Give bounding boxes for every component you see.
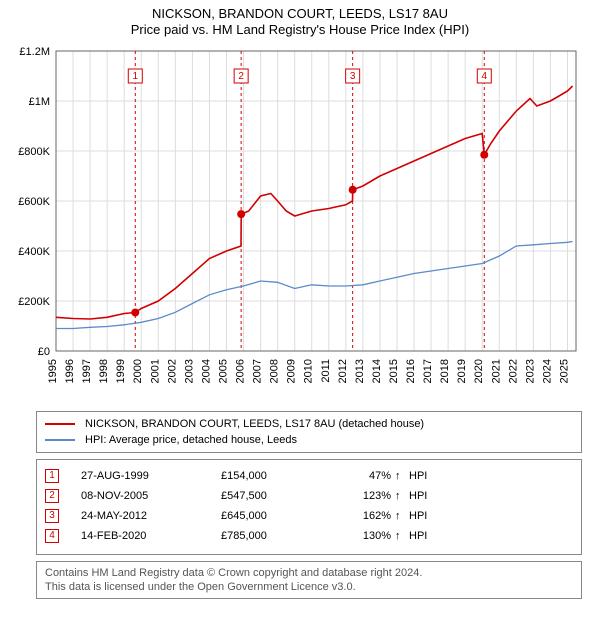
y-tick-label: £200K [18, 296, 50, 308]
row-hpi-label: HPI [409, 470, 427, 482]
legend-swatch [45, 439, 75, 441]
x-tick-label: 2014 [371, 359, 383, 383]
sale-point [349, 185, 357, 193]
x-tick-label: 2022 [507, 359, 519, 383]
attribution: Contains HM Land Registry data © Crown c… [36, 561, 582, 600]
x-tick-label: 2010 [303, 359, 315, 383]
title-line-1: NICKSON, BRANDON COURT, LEEDS, LS17 8AU [0, 6, 600, 22]
row-pct: 47% [331, 470, 395, 482]
row-marker: 4 [45, 529, 59, 543]
x-tick-label: 2018 [439, 359, 451, 383]
x-tick-label: 1997 [81, 359, 93, 383]
y-tick-label: £1M [29, 96, 50, 108]
x-tick-label: 2025 [558, 359, 570, 383]
x-tick-label: 2004 [200, 359, 212, 383]
x-tick-label: 2013 [354, 359, 366, 383]
title-line-2: Price paid vs. HM Land Registry's House … [0, 22, 600, 38]
up-arrow-icon: ↑ [395, 470, 409, 482]
x-tick-label: 1999 [115, 359, 127, 383]
x-tick-label: 2016 [405, 359, 417, 383]
attribution-line-1: Contains HM Land Registry data © Crown c… [45, 566, 573, 580]
table-row: 4 14-FEB-2020£785,000130%↑HPI [45, 526, 573, 546]
marker-number: 1 [132, 71, 138, 82]
x-tick-label: 2009 [286, 359, 298, 383]
x-tick-label: 2020 [473, 359, 485, 383]
y-tick-label: £1.2M [19, 46, 50, 58]
x-tick-label: 2002 [166, 359, 178, 383]
y-tick-label: £0 [38, 346, 50, 358]
x-tick-label: 2007 [252, 359, 264, 383]
legend: NICKSON, BRANDON COURT, LEEDS, LS17 8AU … [36, 411, 582, 453]
sales-table: 127-AUG-1999£154,00047%↑HPI208-NOV-2005£… [36, 459, 582, 555]
table-row: 1 27-AUG-1999£154,00047%↑HPI [45, 466, 573, 486]
up-arrow-icon: ↑ [395, 490, 409, 502]
x-tick-label: 2001 [149, 359, 161, 383]
x-tick-label: 2005 [217, 359, 229, 383]
row-hpi-label: HPI [409, 490, 427, 502]
legend-item: HPI: Average price, detached house, Leed… [45, 432, 573, 448]
attribution-line-2: This data is licensed under the Open Gov… [45, 580, 573, 594]
table-row: 3 24-MAY-2012£645,000162%↑HPI [45, 506, 573, 526]
legend-label: HPI: Average price, detached house, Leed… [85, 434, 297, 446]
sale-point [480, 150, 488, 158]
x-tick-label: 2008 [269, 359, 281, 383]
x-tick-label: 2011 [320, 359, 332, 383]
x-tick-label: 1996 [64, 359, 76, 383]
sale-point [237, 210, 245, 218]
row-price: £154,000 [221, 470, 331, 482]
up-arrow-icon: ↑ [395, 510, 409, 522]
y-tick-label: £600K [18, 196, 50, 208]
marker-number: 3 [350, 71, 356, 82]
x-tick-label: 2015 [388, 359, 400, 383]
row-date: 27-AUG-1999 [81, 470, 221, 482]
chart-area: £0 £200K £400K £600K £800K £1M £1.2M 1995 1996 19… [0, 45, 600, 405]
row-marker: 3 [45, 509, 59, 523]
up-arrow-icon: ↑ [395, 530, 409, 542]
chart-svg: £0 £200K £400K £600K £800K £1M £1.2M 1995 1996 19… [0, 45, 600, 405]
chart-title: NICKSON, BRANDON COURT, LEEDS, LS17 8AU … [0, 6, 600, 39]
row-price: £547,500 [221, 490, 331, 502]
row-pct: 130% [331, 530, 395, 542]
x-tick-label: 2000 [132, 359, 144, 383]
x-tick-label: 2021 [490, 359, 502, 383]
y-tick-label: £400K [18, 246, 50, 258]
x-tick-label: 2006 [235, 359, 247, 383]
table-row: 2 08-NOV-2005£547,500123%↑HPI [45, 486, 573, 506]
y-tick-label: £800K [18, 146, 50, 158]
row-date: 24-MAY-2012 [81, 510, 221, 522]
row-price: £785,000 [221, 530, 331, 542]
legend-label: NICKSON, BRANDON COURT, LEEDS, LS17 8AU … [85, 418, 424, 430]
figure-container: NICKSON, BRANDON COURT, LEEDS, LS17 8AU … [0, 0, 600, 599]
legend-swatch [45, 423, 75, 425]
x-tick-label: 2024 [541, 359, 553, 383]
x-tick-label: 1995 [47, 359, 59, 383]
row-pct: 123% [331, 490, 395, 502]
marker-number: 2 [238, 71, 244, 82]
row-date: 08-NOV-2005 [81, 490, 221, 502]
marker-number: 4 [481, 71, 487, 82]
sale-point [131, 308, 139, 316]
x-tick-label: 2003 [183, 359, 195, 383]
row-marker: 1 [45, 469, 59, 483]
row-price: £645,000 [221, 510, 331, 522]
row-hpi-label: HPI [409, 530, 427, 542]
x-tick-label: 2017 [422, 359, 434, 383]
legend-item: NICKSON, BRANDON COURT, LEEDS, LS17 8AU … [45, 416, 573, 432]
row-date: 14-FEB-2020 [81, 530, 221, 542]
x-tick-label: 1998 [98, 359, 110, 383]
row-pct: 162% [331, 510, 395, 522]
row-marker: 2 [45, 489, 59, 503]
row-hpi-label: HPI [409, 510, 427, 522]
x-tick-label: 2012 [337, 359, 349, 383]
x-tick-label: 2019 [456, 359, 468, 383]
x-tick-label: 2023 [524, 359, 536, 383]
